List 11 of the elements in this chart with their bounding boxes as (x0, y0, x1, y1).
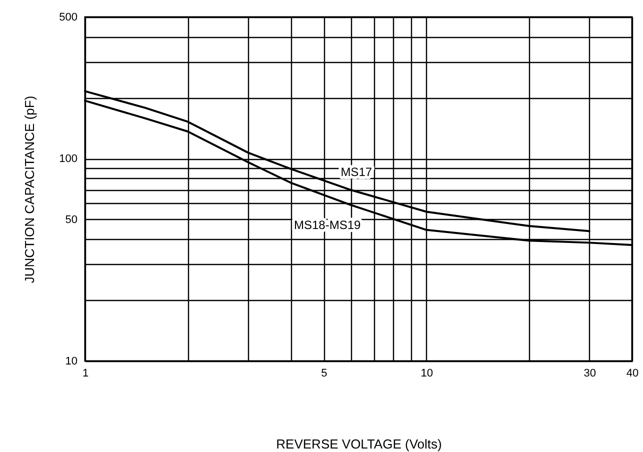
y-tick-label: 100 (59, 153, 78, 166)
x-tick-label: 5 (321, 368, 328, 380)
y-tick-label: 500 (59, 12, 78, 24)
x-tick-label: 1 (82, 368, 89, 380)
x-tick-label: 30 (584, 368, 596, 380)
y-tick-label: 10 (65, 356, 78, 368)
x-tick-label: 40 (626, 368, 639, 380)
y-tick-label: 50 (65, 214, 78, 226)
y-axis-title: JUNCTION CAPACITANCE (pF) (22, 96, 38, 284)
x-tick-label: 10 (420, 368, 434, 380)
x-axis-title: REVERSE VOLTAGE (Volts) (276, 436, 442, 452)
